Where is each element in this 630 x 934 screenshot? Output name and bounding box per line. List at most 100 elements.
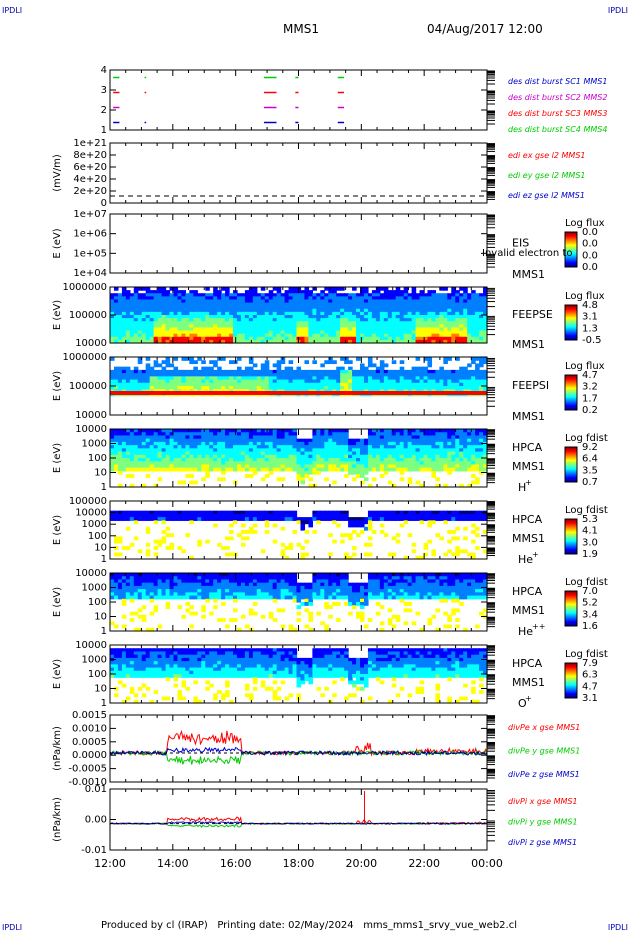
hpca-he1-panel-colorbar: [564, 518, 578, 555]
feeps-e-panel-colorbar-tick: 4.8: [582, 300, 598, 311]
hpca-h-panel-colorbar: [564, 446, 578, 483]
hpca-o-panel-colorbar-tick: 4.7: [582, 681, 598, 692]
hpca-o-panel-colorbar-tick: 3.1: [582, 693, 598, 704]
divpi-panel-ytick-label: 0.01: [85, 784, 107, 795]
hpca-h-panel-colorbar-tick: 0.7: [582, 477, 598, 488]
hpca-o-panel-ytick-label: 1000: [82, 655, 107, 666]
burst-panel-legend-entry: des dist burst SC2 MMS2: [508, 93, 607, 102]
hpca-h-panel-spacecraft: MMS1: [512, 460, 545, 473]
hpca-o-panel-spectrogram: [110, 648, 488, 704]
hpca-h-panel-colorbar-tick: 6.4: [582, 454, 598, 465]
hpca-o-panel-instrument: HPCA: [512, 657, 543, 670]
hpca-he1-panel-species: He: [518, 553, 533, 566]
feeps-i-panel-spacecraft: MMS1: [512, 410, 545, 423]
eis-panel-colorbar: [564, 231, 578, 268]
divpe-panel-series-y: [109, 749, 488, 766]
eis-panel-ytick-label: 1e+07: [73, 209, 107, 220]
divpe-panel-series-z: [109, 746, 488, 757]
divpi-panel-legend-entry: divPi z gse MMS1: [508, 838, 577, 847]
hpca-he1-panel-ytick-label: 10000: [75, 508, 107, 519]
hpca-he1-panel-ylabel: E (eV): [52, 515, 63, 545]
feeps-i-panel-ytick-label: 10000: [75, 410, 107, 421]
hpca-h-panel-instrument: HPCA: [512, 441, 543, 454]
header-mission: MMS1: [283, 22, 319, 36]
feeps-i-panel-colorbar-tick: 4.7: [582, 370, 598, 381]
hpca-o-panel-ylabel: E (eV): [52, 659, 63, 689]
hpca-h-panel-colorbar-tick: 3.5: [582, 465, 598, 476]
eis-panel-ytick-label: 1e+04: [73, 268, 107, 279]
burst-panel-ytick-label: 4: [101, 65, 107, 76]
hpca-he1-panel-ytick-label: 100000: [69, 496, 107, 507]
burst-panel-legend-entry: des dist burst SC4 MMS4: [508, 125, 607, 134]
hpca-he2-panel-colorbar-tick: 3.4: [582, 609, 598, 620]
hpca-o-panel-ytick-label: 1: [101, 698, 107, 709]
corner-label-top-right: IPDLI: [607, 6, 628, 15]
hpca-he2-panel-ytick-label: 1000: [82, 583, 107, 594]
hpca-h-panel-ytick-label: 10: [94, 468, 107, 479]
hpca-h-panel-species: H: [518, 481, 526, 494]
edi-panel-ytick-label: 2e+20: [73, 186, 107, 197]
time-axis-tick-label: 22:00: [408, 857, 440, 870]
feeps-e-panel-ytick-label: 10000: [75, 338, 107, 349]
hpca-o-panel-colorbar-title: Log fdist: [565, 649, 608, 660]
hpca-h-panel-ylabel: E (eV): [52, 443, 63, 473]
hpca-he2-panel-colorbar: [564, 590, 578, 627]
hpca-o-panel-spacecraft: MMS1: [512, 676, 545, 689]
feeps-e-panel-spacecraft: MMS1: [512, 338, 545, 351]
header-datetime: 04/Aug/2017 12:00: [427, 22, 543, 36]
hpca-he1-panel-colorbar-tick: 4.1: [582, 526, 598, 537]
divpi-panel-ytick-label: -0.01: [81, 845, 107, 856]
eis-panel-colorbar-tick: 0.0: [582, 227, 598, 238]
hpca-h-panel-ytick-label: 100: [88, 453, 107, 464]
hpca-he2-panel-species: He: [518, 625, 533, 638]
hpca-he1-panel-spacecraft: MMS1: [512, 532, 545, 545]
hpca-o-panel-ytick-label: 10000: [75, 640, 107, 651]
hpca-o-panel-species: O: [518, 697, 527, 710]
divpe-panel-ytick-label: -0.0010: [68, 777, 107, 788]
divpe-panel-legend-entry: divPe y gse MMS1: [508, 747, 580, 756]
hpca-h-panel-ytick-label: 1: [101, 482, 107, 493]
hpca-he1-panel-instrument: HPCA: [512, 513, 543, 526]
hpca-o-panel-colorbar-tick: 7.9: [582, 658, 598, 669]
edi-panel-ytick-label: 0: [101, 198, 107, 209]
hpca-he1-panel-ytick-label: 1: [101, 554, 107, 565]
edi-panel-legend-entry: edi ex gse l2 MMS1: [508, 151, 586, 160]
feeps-i-panel-colorbar-tick: 1.7: [582, 393, 598, 404]
hpca-he1-panel-ytick-label: 1000: [82, 519, 107, 530]
hpca-he2-panel-spacecraft: MMS1: [512, 604, 545, 617]
hpca-he2-panel-charge: ++: [532, 622, 545, 631]
corner-label-top-left: IPDLI: [2, 6, 23, 15]
feeps-i-panel-ytick-label: 1000000: [62, 352, 107, 363]
hpca-he2-panel-colorbar-tick: 7.0: [582, 586, 598, 597]
divpe-panel-legend-entry: divPe z gse MMS1: [508, 770, 580, 779]
divpe-panel-ytick-label: -0.0005: [68, 764, 107, 775]
feeps-e-panel-ytick-label: 100000: [69, 310, 107, 321]
hpca-he2-panel-ytick-label: 10: [94, 612, 107, 623]
eis-panel-ytick-label: 1e+06: [73, 229, 107, 240]
hpca-o-panel-colorbar: [564, 662, 578, 699]
eis-panel-frame: [109, 213, 488, 274]
eis-panel-ylabel: E (eV): [52, 228, 63, 258]
time-axis-tick-label: 20:00: [345, 857, 377, 870]
hpca-h-panel-ytick-label: 1000: [82, 439, 107, 450]
burst-panel-ytick-label: 3: [101, 85, 107, 96]
feeps-e-panel-colorbar-tick: 3.1: [582, 312, 598, 323]
time-axis-tick-label: 14:00: [157, 857, 189, 870]
hpca-he1-panel-spectrogram: [110, 510, 488, 560]
feeps-i-panel-colorbar-tick: 3.2: [582, 382, 598, 393]
hpca-he1-panel-colorbar-tick: 3.0: [582, 537, 598, 548]
divpi-panel-ytick-label: 0.00: [85, 815, 107, 826]
feeps-i-panel-colorbar-title: Log flux: [565, 361, 605, 372]
hpca-h-panel-colorbar-tick: 9.2: [582, 442, 598, 453]
hpca-o-panel-colorbar-tick: 6.3: [582, 670, 598, 681]
edi-panel-ylabel: (mV/m): [52, 154, 63, 192]
eis-panel-colorbar-tick: 0.0: [582, 262, 598, 273]
feeps-e-panel-colorbar: [564, 304, 578, 341]
burst-panel-frame: [109, 69, 488, 131]
divpe-panel-ytick-label: 0.0000: [72, 750, 107, 761]
hpca-he1-panel-charge: +: [532, 550, 539, 559]
edi-panel-ytick-label: 1e+21: [73, 138, 107, 149]
hpca-o-panel-ytick-label: 10: [94, 684, 107, 695]
hpca-h-panel-charge: +: [525, 478, 532, 487]
